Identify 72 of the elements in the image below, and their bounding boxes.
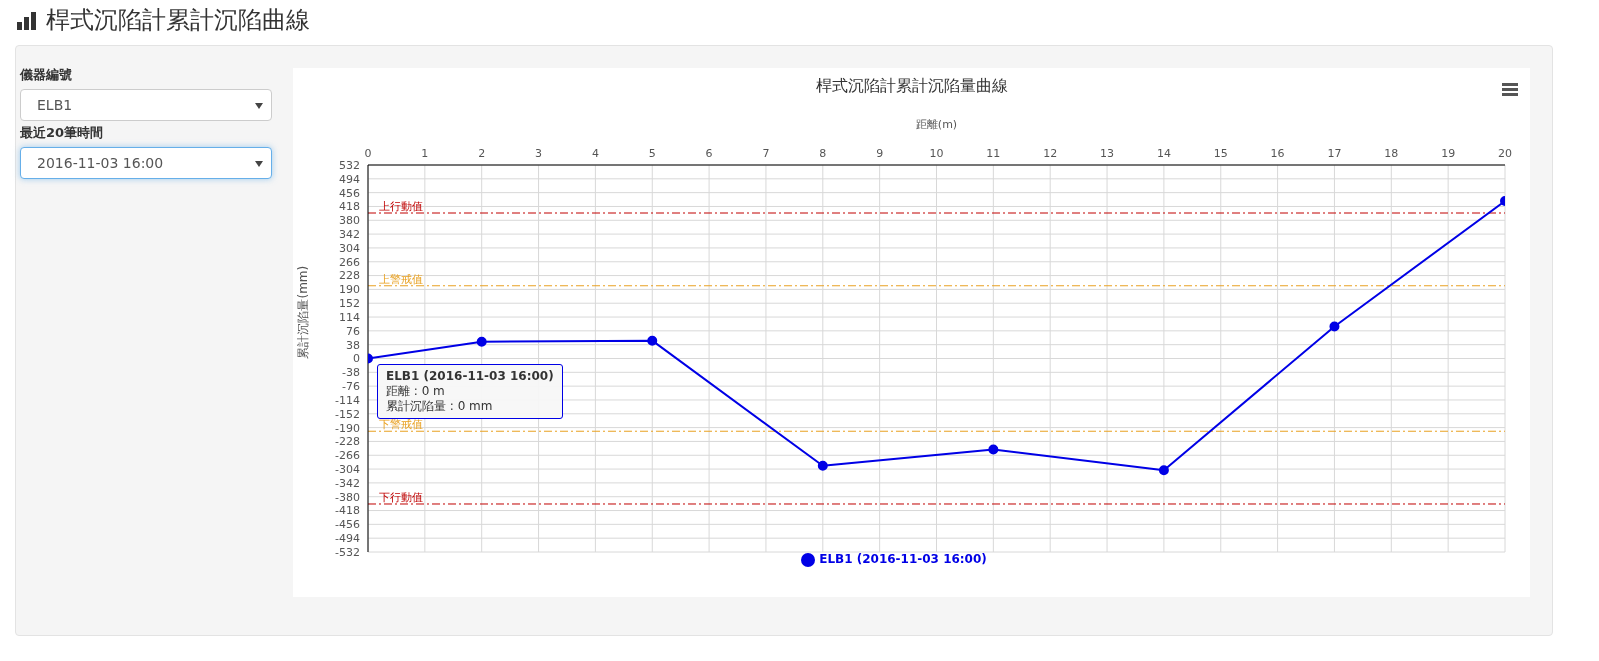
x-tick-label: 9 bbox=[876, 147, 884, 160]
x-tick-label: 17 bbox=[1327, 147, 1342, 160]
x-tick-label: 1 bbox=[421, 147, 429, 160]
y-tick-label: 190 bbox=[339, 283, 360, 297]
point bbox=[1329, 321, 1340, 332]
y-tick-label: 342 bbox=[339, 228, 360, 242]
text: 桿式沉陷計累計沉陷曲線 bbox=[46, 5, 310, 36]
y-tick-label: 38 bbox=[346, 338, 360, 352]
x-axis-title: 距離(m) bbox=[915, 117, 958, 131]
y-tick-label: -38 bbox=[342, 366, 360, 380]
annotation: 累計沉陷量 : 0 mm bbox=[386, 399, 494, 414]
y-tick-label: -152 bbox=[335, 407, 360, 421]
point bbox=[988, 444, 999, 455]
ref-line-label: 上行動值 bbox=[379, 200, 423, 214]
text: 儀器編號 bbox=[20, 66, 72, 84]
chart-title: 桿式沉陷計累計沉陷量曲線 bbox=[814, 76, 1009, 97]
y-tick-label: 532 bbox=[339, 158, 360, 172]
y-tick-label: 418 bbox=[339, 200, 360, 214]
ref-line-label: 下行動值 bbox=[379, 490, 423, 504]
y-tick-label: 304 bbox=[339, 241, 360, 255]
y-tick-label: -114 bbox=[335, 393, 360, 407]
y-tick-label: -456 bbox=[335, 518, 360, 532]
x-tick-label: 19 bbox=[1441, 147, 1456, 160]
y-tick-label: -380 bbox=[335, 490, 360, 504]
y-tick-label: -228 bbox=[335, 435, 360, 449]
y-tick-label: 456 bbox=[339, 186, 360, 200]
x-tick-label: 0 bbox=[364, 147, 372, 160]
dropdown-field: 2016-11-03 16:00 bbox=[20, 147, 272, 179]
y-tick-label: 114 bbox=[339, 310, 360, 324]
y-tick-label: -76 bbox=[342, 380, 360, 394]
x-tick-label: 11 bbox=[986, 147, 1001, 160]
point bbox=[1158, 465, 1169, 476]
annotation: 距離 : 0 m bbox=[386, 384, 446, 399]
x-tick-label: 10 bbox=[929, 147, 944, 160]
y-tick-label: -418 bbox=[335, 504, 360, 518]
y-tick-label: -190 bbox=[335, 421, 360, 435]
point bbox=[817, 460, 828, 471]
x-tick-label: 5 bbox=[648, 147, 656, 160]
x-tick-label: 13 bbox=[1100, 147, 1115, 160]
y-axis-title: 累計沉陷量(mm) bbox=[296, 265, 311, 359]
x-tick-label: 18 bbox=[1384, 147, 1399, 160]
y-tick-label: 380 bbox=[339, 214, 360, 228]
y-tick-label: 266 bbox=[339, 255, 360, 269]
x-tick-label: 3 bbox=[535, 147, 543, 160]
y-tick-label: 152 bbox=[339, 297, 360, 311]
x-tick-label: 7 bbox=[762, 147, 770, 160]
x-tick-label: 20 bbox=[1498, 147, 1512, 160]
annotation: ELB1 (2016-11-03 16:00) bbox=[386, 369, 554, 384]
x-tick-label: 16 bbox=[1270, 147, 1285, 160]
ref-line-label: 上警戒值 bbox=[379, 272, 423, 286]
y-tick-label: -342 bbox=[335, 476, 360, 490]
point bbox=[476, 336, 487, 347]
text: 最近20筆時間 bbox=[20, 124, 104, 142]
y-tick-label: 76 bbox=[346, 324, 360, 338]
dropdown-field: ELB1 bbox=[20, 89, 272, 121]
y-tick-label: -494 bbox=[335, 532, 360, 546]
y-tick-label: 494 bbox=[339, 172, 360, 186]
y-tick-label: 0 bbox=[353, 352, 360, 366]
x-tick-label: 4 bbox=[591, 147, 599, 160]
y-tick-label: -532 bbox=[335, 545, 360, 559]
point bbox=[647, 335, 658, 346]
legend-label: ELB1 (2016-11-03 16:00) bbox=[819, 552, 987, 566]
y-tick-label: 228 bbox=[339, 269, 360, 283]
x-tick-label: 2 bbox=[478, 147, 486, 160]
x-tick-label: 15 bbox=[1213, 147, 1228, 160]
y-tick-label: -304 bbox=[335, 462, 360, 476]
y-tick-label: -266 bbox=[335, 449, 360, 463]
ref-line-label: 下警戒值 bbox=[379, 418, 423, 432]
x-tick-label: 6 bbox=[705, 147, 713, 160]
x-tick-label: 8 bbox=[819, 147, 827, 160]
x-tick-label: 12 bbox=[1043, 147, 1058, 160]
x-tick-label: 14 bbox=[1156, 147, 1171, 160]
